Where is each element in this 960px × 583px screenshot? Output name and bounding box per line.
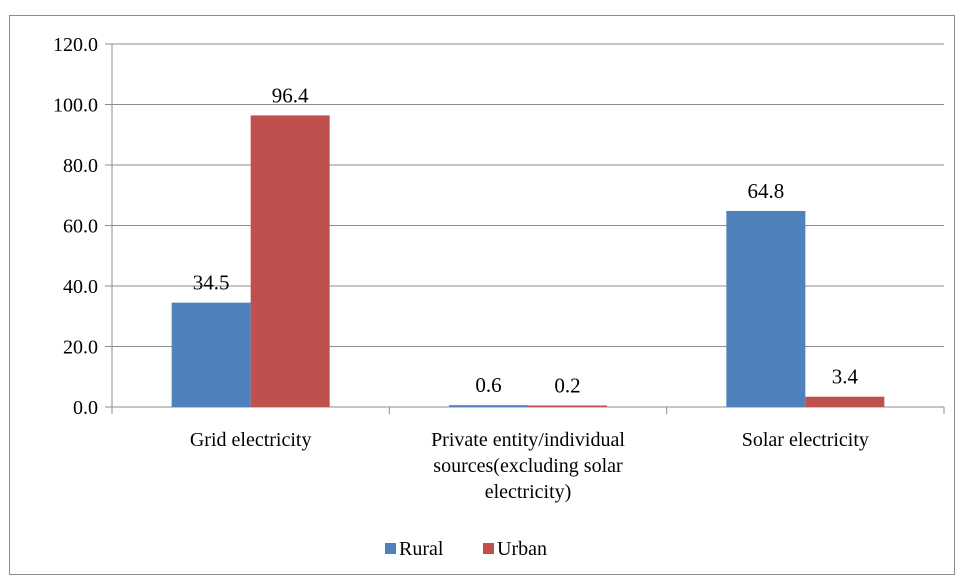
x-category-label: Grid electricity: [190, 429, 312, 451]
bar-urban: [805, 396, 885, 407]
data-label: 96.4: [272, 83, 309, 107]
y-tick-label: 60.0: [63, 216, 98, 238]
data-label: 3.4: [832, 365, 859, 389]
bar-urban: [250, 115, 330, 407]
y-tick-label: 0.0: [73, 397, 98, 419]
legend-swatch-rural: [385, 543, 396, 554]
bar-rural: [171, 302, 251, 407]
bar-urban: [528, 405, 607, 407]
data-label: 64.8: [747, 179, 784, 203]
data-label: 0.2: [554, 374, 580, 398]
x-category-label: Private entity/individual: [431, 429, 625, 451]
bar-rural: [726, 210, 806, 407]
legend-label: Rural: [399, 538, 444, 560]
y-tick-label: 100.0: [53, 95, 98, 117]
x-category-label: electricity): [485, 481, 572, 503]
x-category-label: sources(excluding solar: [433, 455, 623, 477]
y-tick-label: 20.0: [63, 337, 98, 359]
data-label: 0.6: [475, 373, 501, 397]
x-category-label: Solar electricity: [742, 429, 869, 451]
legend-label: Urban: [497, 538, 547, 560]
y-tick-label: 120.0: [53, 34, 98, 56]
legend-swatch-urban: [483, 543, 494, 554]
y-tick-label: 80.0: [63, 155, 98, 177]
data-label: 34.5: [193, 271, 230, 295]
bar-rural: [449, 405, 528, 407]
y-tick-label: 40.0: [63, 276, 98, 298]
